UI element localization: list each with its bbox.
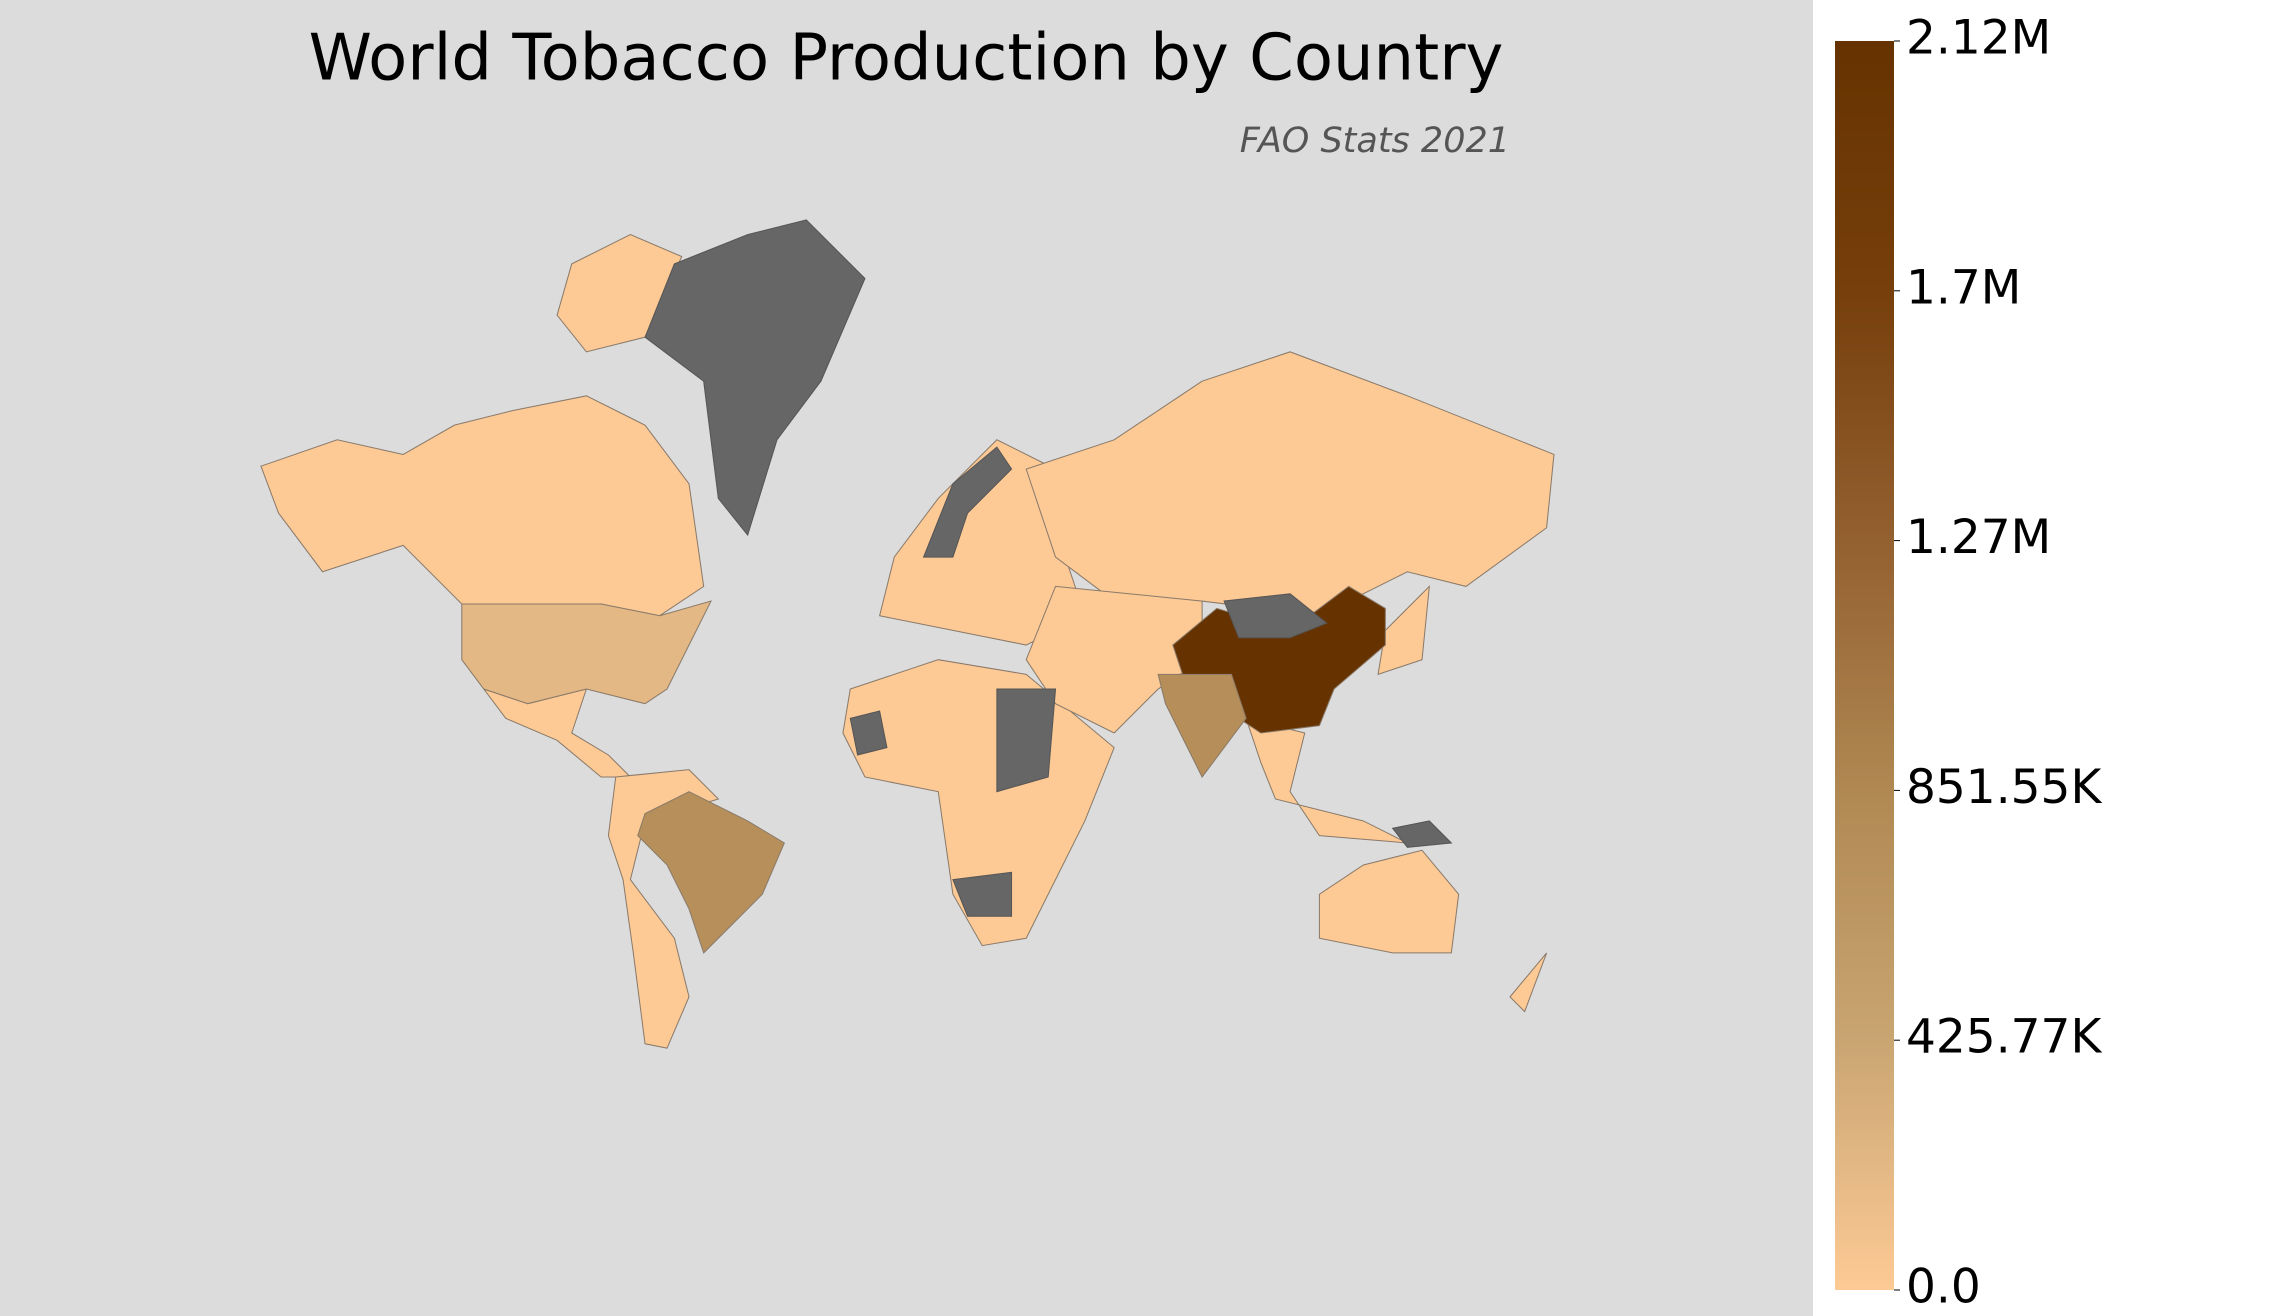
map bbox=[260, 219, 1555, 1049]
no-data-region bbox=[644, 219, 866, 537]
no-data-region bbox=[1391, 820, 1453, 848]
no-data-region bbox=[922, 446, 1013, 558]
colorbar-tick-label: 1.7M bbox=[1906, 260, 2021, 315]
land bbox=[1377, 585, 1431, 676]
chart-title: World Tobacco Production by Country bbox=[309, 22, 1504, 96]
no-data-region bbox=[952, 871, 1013, 917]
no-data-region bbox=[996, 688, 1057, 793]
land bbox=[1509, 952, 1548, 1013]
map-background bbox=[0, 0, 1813, 1316]
land bbox=[260, 395, 705, 617]
no-data-region bbox=[1223, 593, 1328, 639]
colorbar-tick-label: 425.77K bbox=[1906, 1010, 2102, 1065]
colorbar-tick-label: 0.0 bbox=[1906, 1260, 1981, 1315]
no-data-region bbox=[849, 710, 888, 756]
land bbox=[1025, 585, 1203, 734]
land bbox=[607, 769, 720, 1049]
colorbar bbox=[1835, 41, 1894, 1290]
country bbox=[461, 600, 712, 705]
colorbar-tick-label: 851.55K bbox=[1906, 760, 2102, 815]
country bbox=[1157, 673, 1247, 778]
country bbox=[637, 791, 785, 954]
chart-subtitle: FAO Stats 2021 bbox=[1240, 121, 1510, 161]
colorbar-tick-label: 1.27M bbox=[1906, 510, 2051, 565]
land bbox=[1318, 849, 1460, 954]
colorbar-tick-label: 2.12M bbox=[1906, 11, 2051, 66]
